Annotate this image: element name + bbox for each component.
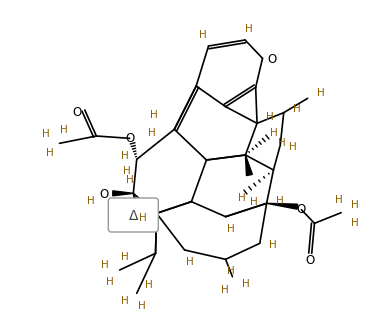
Text: H: H	[145, 280, 153, 290]
Text: H: H	[87, 196, 95, 206]
Text: H: H	[238, 193, 245, 203]
Text: H: H	[121, 252, 129, 262]
Text: H: H	[121, 296, 129, 306]
Text: H: H	[149, 128, 156, 138]
Text: O: O	[297, 203, 306, 216]
Text: H: H	[60, 125, 67, 135]
Text: H: H	[227, 266, 235, 276]
Text: H: H	[241, 279, 249, 289]
Text: H: H	[277, 138, 285, 148]
Text: H: H	[351, 218, 359, 228]
FancyBboxPatch shape	[108, 198, 158, 232]
Text: H: H	[245, 24, 253, 34]
Text: H: H	[138, 301, 146, 311]
Text: H: H	[106, 277, 114, 287]
Text: H: H	[150, 110, 158, 120]
Text: H: H	[290, 142, 297, 152]
Text: H: H	[293, 104, 300, 114]
Text: H: H	[351, 200, 359, 210]
Text: O: O	[267, 53, 276, 66]
Text: H: H	[101, 260, 109, 270]
Text: H: H	[186, 257, 194, 267]
Text: H: H	[121, 151, 129, 161]
Text: O: O	[99, 188, 108, 201]
Text: H: H	[139, 213, 146, 223]
Text: O: O	[305, 254, 314, 267]
Text: H: H	[270, 128, 277, 138]
Text: O: O	[125, 132, 134, 145]
Text: H: H	[199, 30, 206, 40]
Text: H: H	[266, 112, 274, 122]
Text: H: H	[123, 166, 130, 176]
Polygon shape	[113, 191, 133, 196]
Text: H: H	[126, 175, 134, 185]
Text: H: H	[276, 196, 284, 206]
Text: H: H	[45, 148, 53, 158]
Polygon shape	[246, 155, 252, 176]
Polygon shape	[133, 193, 141, 211]
Text: H: H	[227, 224, 235, 234]
Text: Δ: Δ	[129, 209, 138, 223]
Text: H: H	[317, 88, 324, 98]
Text: H: H	[221, 285, 228, 295]
Text: H: H	[250, 197, 257, 207]
Polygon shape	[267, 203, 298, 209]
Text: O: O	[72, 106, 81, 119]
Text: H: H	[269, 240, 277, 250]
Text: H: H	[335, 195, 343, 205]
Text: H: H	[42, 129, 49, 139]
